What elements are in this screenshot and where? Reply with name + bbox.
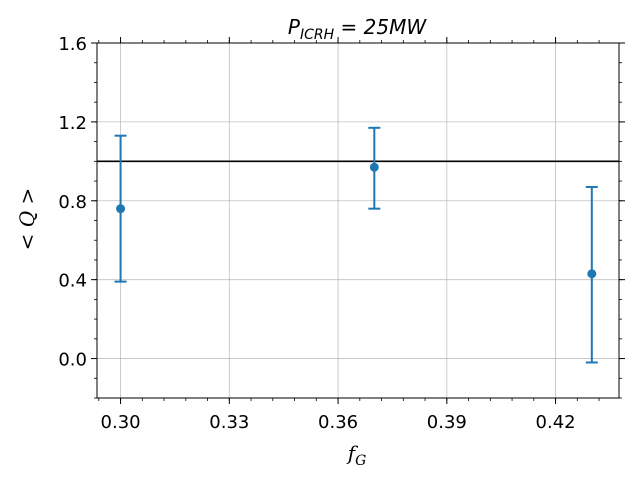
x-axis-label: fG: [346, 441, 367, 469]
x-tick-label: 0.39: [427, 412, 467, 433]
data-point: [369, 162, 379, 172]
title-sub: ICRH: [300, 27, 335, 43]
x-tick-labels: 0.30 0.33 0.36 0.39 0.42: [101, 412, 576, 433]
y-tick-label: 0.0: [58, 350, 87, 371]
major-ticks: [91, 37, 625, 404]
y-tick-labels: 0.0 0.4 0.8 1.2 1.6: [58, 34, 87, 371]
y-tick-label: 1.2: [58, 113, 87, 134]
y-tick-label: 1.6: [58, 34, 87, 55]
y-axis-label: < Q >: [15, 188, 39, 251]
data-points: [116, 162, 597, 279]
chart-title: PICRH = 25MW: [288, 15, 427, 43]
grid: [97, 42, 619, 398]
y-tick-label: 0.8: [58, 192, 87, 213]
errorbars: [114, 126, 598, 364]
title-main: P: [288, 15, 301, 39]
x-tick-label: 0.42: [536, 412, 576, 433]
minor-ticks: [94, 40, 622, 401]
title-rest: = 25MW: [334, 15, 427, 39]
x-axis-label-sub: G: [355, 453, 366, 469]
plot-frame: [96, 42, 620, 399]
x-tick-label: 0.30: [101, 412, 141, 433]
data-point: [116, 204, 126, 214]
y-tick-label: 0.4: [58, 271, 87, 292]
x-tick-label: 0.33: [209, 412, 249, 433]
x-tick-label: 0.36: [318, 412, 358, 433]
data-point: [587, 269, 597, 279]
